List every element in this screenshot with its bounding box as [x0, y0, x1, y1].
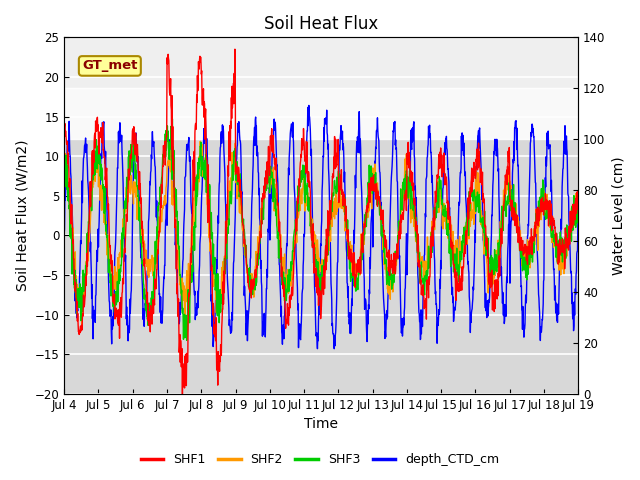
- SHF2: [196, 138, 204, 144]
- SHF3: [175, 246, 182, 252]
- SHF1: [514, 224, 522, 229]
- Title: Soil Heat Flux: Soil Heat Flux: [264, 15, 378, 33]
- depth_CTD_cm: [401, 285, 409, 291]
- SHF2: [78, 323, 86, 329]
- SHF2: [514, 214, 522, 220]
- depth_CTD_cm: [468, 300, 476, 306]
- SHF3: [183, 337, 191, 343]
- Bar: [64, 37, 578, 88]
- depth_CTD_cm: [305, 103, 313, 108]
- SHF2: [574, 192, 582, 197]
- Line: SHF3: SHF3: [64, 119, 578, 340]
- Y-axis label: Soil Heat Flux (W/m2): Soil Heat Flux (W/m2): [15, 140, 29, 291]
- SHF1: [574, 189, 582, 194]
- SHF1: [162, 142, 170, 147]
- SHF3: [468, 194, 476, 200]
- depth_CTD_cm: [60, 231, 68, 237]
- SHF3: [168, 116, 176, 122]
- depth_CTD_cm: [175, 305, 182, 311]
- SHF1: [233, 163, 241, 169]
- depth_CTD_cm: [330, 346, 338, 352]
- X-axis label: Time: Time: [304, 418, 338, 432]
- SHF1: [231, 46, 239, 52]
- SHF2: [175, 268, 182, 274]
- SHF2: [401, 183, 409, 189]
- depth_CTD_cm: [514, 163, 522, 168]
- Legend: SHF1, SHF2, SHF3, depth_CTD_cm: SHF1, SHF2, SHF3, depth_CTD_cm: [136, 448, 504, 471]
- SHF3: [401, 175, 409, 180]
- Bar: [64, 88, 578, 139]
- SHF1: [401, 190, 409, 195]
- Line: SHF1: SHF1: [64, 49, 578, 406]
- SHF1: [468, 180, 476, 186]
- depth_CTD_cm: [574, 214, 582, 220]
- SHF3: [162, 128, 170, 133]
- Y-axis label: Water Level (cm): Water Level (cm): [611, 156, 625, 275]
- SHF3: [233, 173, 241, 179]
- SHF1: [60, 135, 68, 141]
- SHF1: [175, 296, 182, 302]
- SHF3: [60, 168, 68, 173]
- SHF3: [514, 225, 522, 231]
- SHF2: [468, 208, 476, 214]
- SHF1: [179, 403, 186, 409]
- SHF2: [60, 152, 68, 158]
- SHF3: [574, 217, 582, 223]
- SHF2: [233, 181, 241, 187]
- Line: SHF2: SHF2: [64, 141, 578, 326]
- Line: depth_CTD_cm: depth_CTD_cm: [64, 106, 578, 349]
- depth_CTD_cm: [232, 163, 240, 168]
- depth_CTD_cm: [162, 216, 170, 221]
- Text: GT_met: GT_met: [82, 60, 138, 72]
- SHF2: [163, 183, 170, 189]
